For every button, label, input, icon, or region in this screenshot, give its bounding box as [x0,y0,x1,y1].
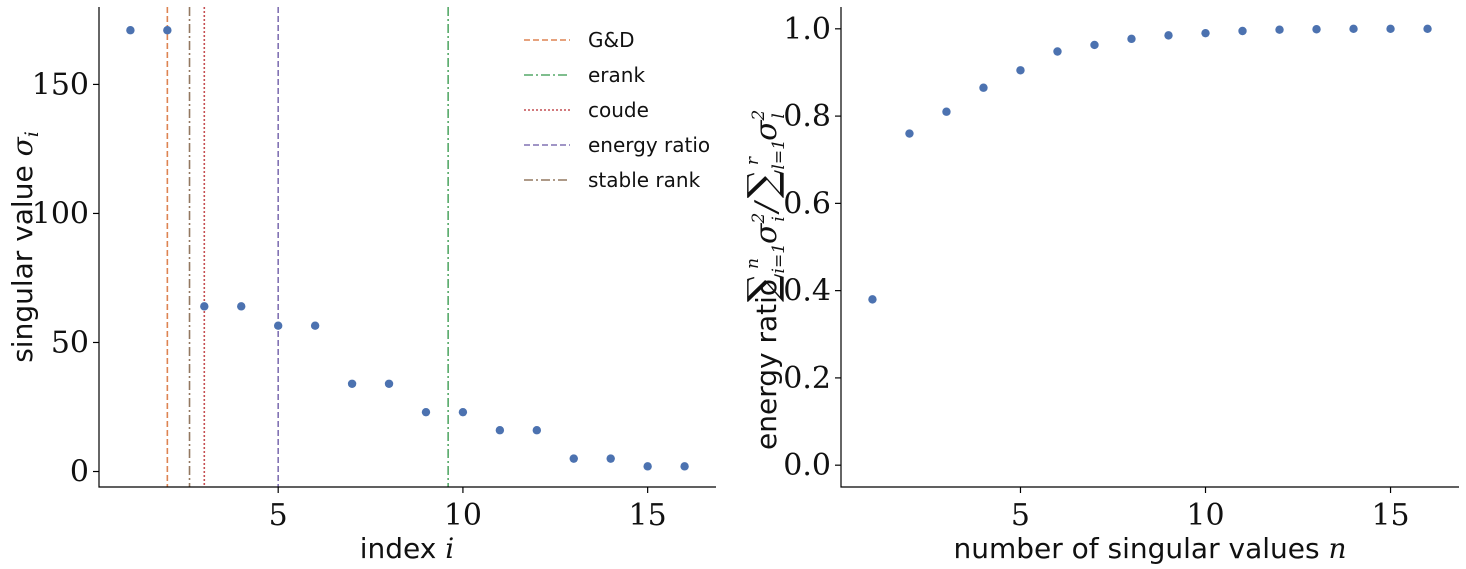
y-tick-label: 150 [32,67,89,102]
data-points [868,24,1432,304]
energy-ratio-chart: 5 10 15 0.0 0.2 0.4 0.6 0.8 1.0 number of singu… [740,7,1459,565]
legend-label-3: energy ratio [588,133,710,157]
y-tick-label: 0.0 [783,448,831,483]
x-tick-label: 15 [629,498,667,533]
left-axes-spines [98,7,716,488]
y-tick-label: 0.4 [783,274,831,309]
y-tick-label: 1.0 [783,12,831,47]
y-tick-label: 0.2 [783,361,831,396]
point-10 [495,426,505,435]
y-axis-label: singular value σi [6,131,43,363]
point-10 [1238,26,1247,36]
legend: G&D erank coude energy ratio stable rank [524,28,710,192]
legend-label-0: G&D [588,28,635,52]
y-ticks: 0 50 100 150 [32,67,99,490]
y-tick-label: 0.8 [783,99,831,134]
point-6 [1090,40,1099,50]
y-ticks: 0.0 0.2 0.4 0.6 0.8 1.0 [783,12,841,483]
point-5 [310,321,320,330]
right-axes-spines [840,7,1459,488]
y-axis-label: energy ratio ∑i=1nσ2i/∑l=1rσ2l [740,110,789,450]
point-14 [643,462,652,471]
point-0 [868,295,877,304]
point-8 [1164,31,1173,40]
point-6 [347,379,357,388]
x-tick-label: 15 [1371,498,1409,533]
data-points [126,26,689,471]
point-2 [200,302,209,311]
point-1 [163,26,172,35]
point-12 [569,454,578,463]
legend-label-4: stable rank [588,168,701,192]
point-12 [1312,25,1321,34]
point-4 [273,321,283,330]
point-15 [1423,24,1432,34]
y-tick-label: 50 [51,325,89,360]
point-5 [1053,47,1062,56]
energy-ratio-formula: ∑i=1nσ2i/∑l=1rσ2l [740,110,789,302]
singular-values-chart: 5 10 15 0 50 100 150 index i singular value σ… [6,7,716,565]
legend-label-1: erank [588,63,645,87]
point-14 [1386,24,1395,34]
point-3 [237,302,246,311]
x-axis-label: index i [360,532,454,565]
y-tick-label: 100 [32,196,89,231]
x-ticks: 5 10 15 [1011,487,1410,533]
legend-label-2: coude [588,98,649,122]
point-7 [1127,34,1136,44]
point-11 [532,426,542,435]
x-axis-label: number of singular values n [953,532,1346,565]
point-3 [979,83,988,92]
x-tick-label: 10 [1186,498,1224,533]
point-11 [1275,25,1284,34]
point-9 [458,407,468,417]
point-9 [1201,28,1210,38]
x-ticks: 5 10 15 [269,487,667,533]
point-13 [606,454,615,463]
point-15 [680,462,689,471]
point-0 [126,26,135,35]
point-1 [905,129,914,138]
point-7 [384,379,394,388]
x-tick-label: 5 [1011,498,1030,533]
y-tick-label: 0.6 [783,186,831,221]
y-tick-label: 0 [70,455,89,490]
point-8 [421,407,431,417]
point-13 [1349,24,1358,34]
y-axis-label-text: energy ratio [750,279,783,450]
x-tick-label: 5 [269,498,288,533]
point-4 [1016,66,1025,75]
point-2 [942,107,951,116]
x-tick-label: 10 [444,498,482,533]
reference-lines [166,7,449,487]
